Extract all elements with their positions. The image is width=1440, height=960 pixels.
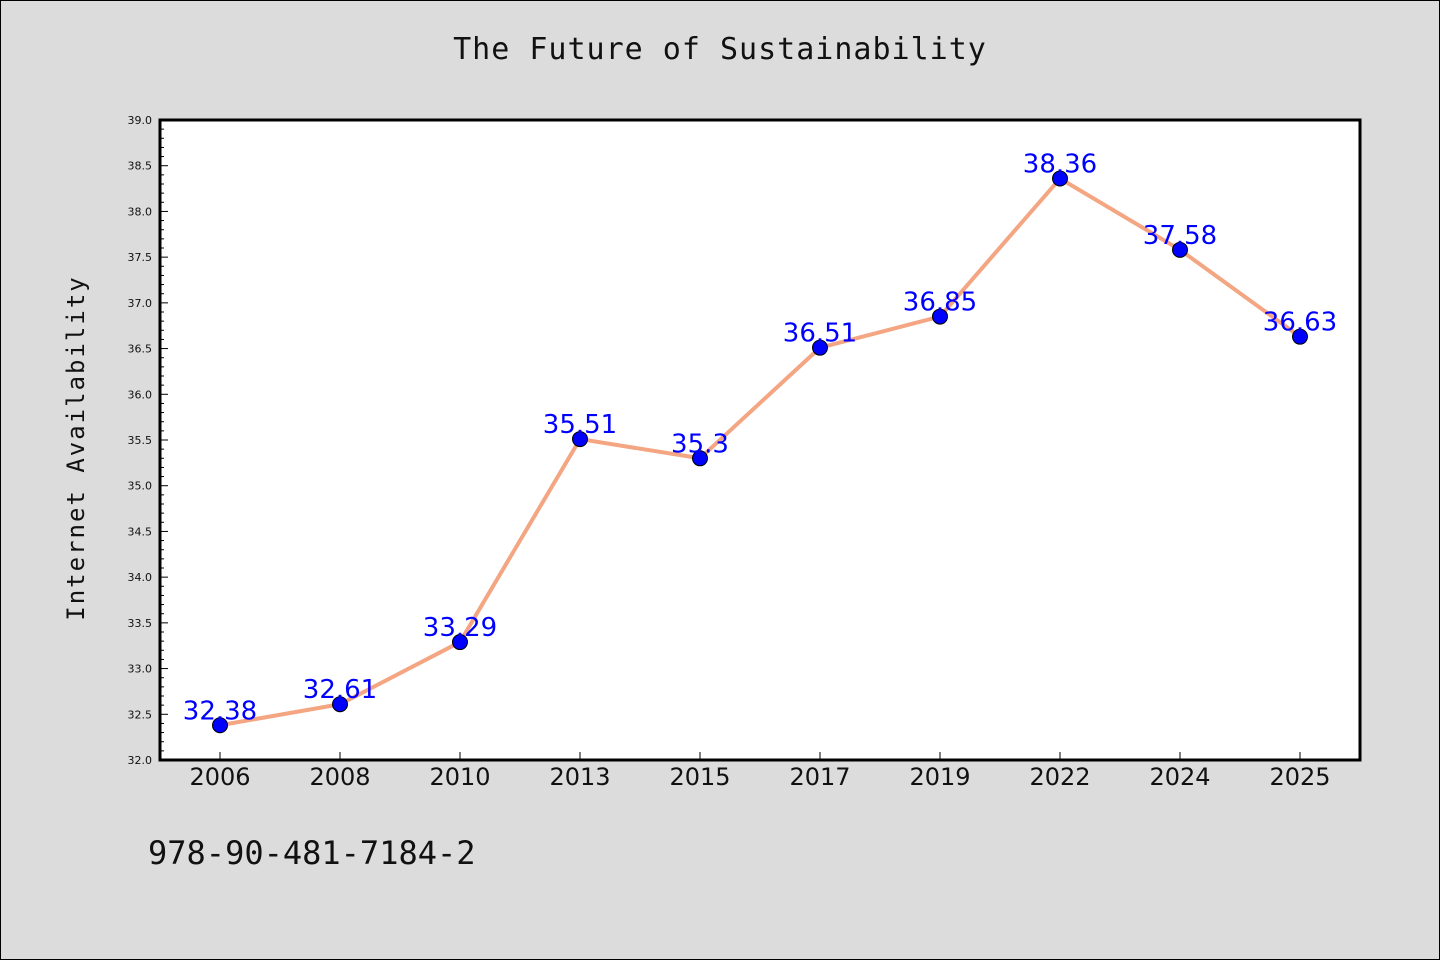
data-point	[692, 450, 708, 467]
footer-code: 978-90-481-7184-2	[148, 834, 476, 872]
data-label: 32.61	[303, 675, 377, 705]
y-tick-label: 32.0	[128, 754, 153, 767]
data-point	[332, 696, 348, 713]
y-tick-label: 37.0	[128, 297, 153, 310]
x-tick-label: 2022	[1029, 763, 1090, 791]
series-line	[218, 176, 1302, 728]
data-label: 36.85	[903, 288, 977, 318]
data-point	[1172, 241, 1188, 258]
x-tick-label: 2017	[789, 763, 850, 791]
y-tick-label: 38.5	[128, 160, 153, 173]
x-tick-label: 2010	[429, 763, 490, 791]
x-tick-label: 2024	[1149, 763, 1210, 791]
plot-area	[158, 118, 1362, 762]
y-tick-label: 36.0	[128, 388, 153, 401]
y-axis-ticks: 32.0 32.5 33.0 33.5 34.0 34.5 35.0 35.5 36.0 36.5…	[128, 114, 168, 767]
data-point	[452, 634, 468, 651]
chart-title: The Future of Sustainability	[453, 32, 987, 67]
data-point	[572, 431, 588, 448]
y-tick-label: 37.5	[128, 251, 153, 264]
data-markers	[212, 170, 1308, 734]
data-label: 35.3	[671, 429, 729, 459]
data-point	[812, 339, 828, 356]
y-tick-label: 39.0	[128, 114, 153, 127]
data-label: 36.63	[1263, 308, 1337, 338]
data-point	[212, 717, 228, 734]
y-tick-label: 33.5	[128, 617, 153, 630]
x-tick-label: 2015	[669, 763, 730, 791]
data-point	[1292, 328, 1308, 345]
y-tick-label: 33.0	[128, 663, 153, 676]
data-label: 35.51	[543, 410, 617, 440]
data-label: 33.29	[423, 613, 497, 643]
y-tick-label: 35.5	[128, 434, 153, 447]
data-label: 38.36	[1023, 150, 1097, 180]
y-tick-label: 35.0	[128, 480, 153, 493]
y-tick-label: 36.5	[128, 343, 153, 356]
data-label: 32.38	[183, 696, 257, 726]
data-label: 37.58	[1143, 221, 1217, 251]
x-tick-label: 2013	[549, 763, 610, 791]
x-tick-label: 2025	[1269, 763, 1330, 791]
y-tick-label: 34.5	[128, 525, 153, 538]
y-tick-label: 38.0	[128, 205, 153, 218]
data-point	[1052, 170, 1068, 187]
data-labels: 32.38 32.61 33.29 35.51 35.3 36.51 36.85 38.36 3…	[183, 150, 1337, 727]
y-tick-label: 34.0	[128, 571, 153, 584]
x-tick-label: 2019	[909, 763, 970, 791]
x-tick-label: 2008	[309, 763, 370, 791]
x-tick-label: 2006	[189, 763, 250, 791]
data-label: 36.51	[783, 319, 857, 349]
data-point	[932, 308, 948, 325]
x-axis-ticks: 2006 2008 2010 2013 2015 2017 2019 2022 2024 2025	[189, 752, 1331, 791]
y-tick-label: 32.5	[128, 708, 153, 721]
